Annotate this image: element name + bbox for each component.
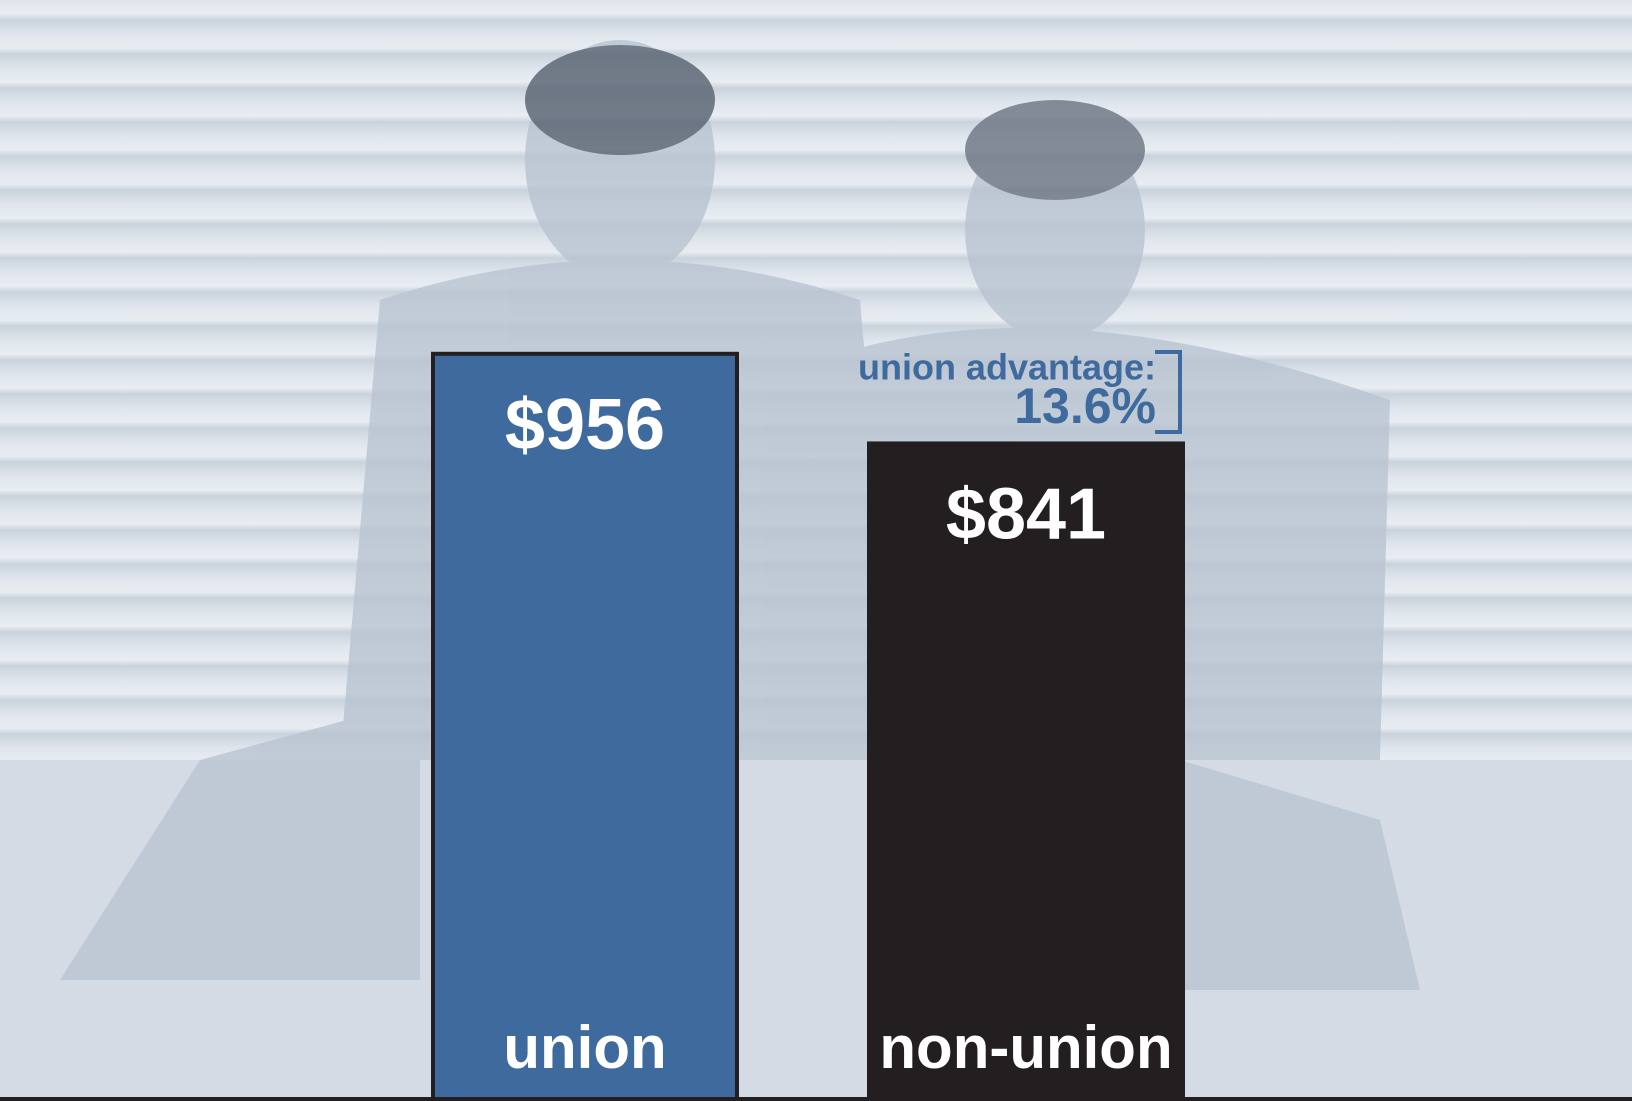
annotation-bracket [1155, 350, 1182, 434]
category-label: non-union [879, 1014, 1172, 1081]
figures [60, 40, 1420, 990]
value-label: $841 [946, 474, 1106, 554]
annotation-value: 13.6% [1014, 378, 1156, 434]
annotation-label: union advantage: [858, 347, 1156, 388]
bar [431, 351, 739, 1101]
bar [867, 441, 1185, 1101]
value-label: $956 [505, 385, 665, 465]
category-label: union [503, 1014, 666, 1081]
